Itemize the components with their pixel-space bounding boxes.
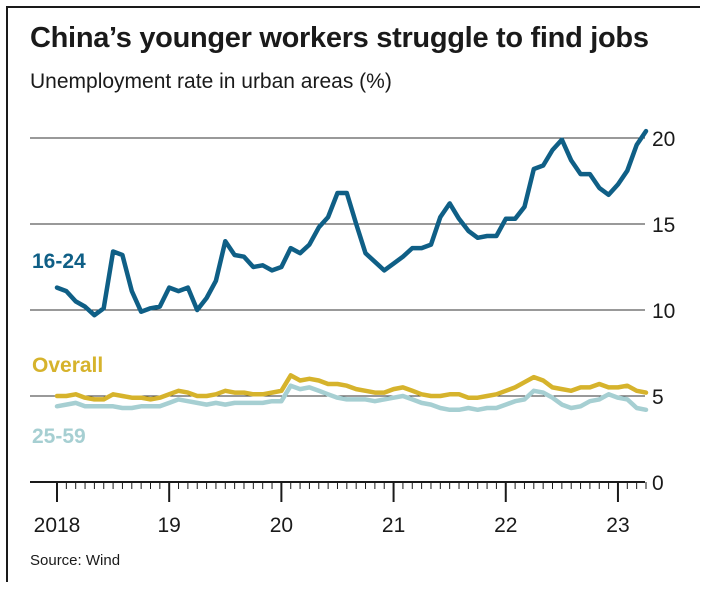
series-label-25-59: 25-59	[32, 425, 86, 448]
x-tick-label: 2018	[34, 514, 81, 537]
series-line-overall	[54, 373, 649, 402]
y-tick-label: 10	[652, 300, 675, 323]
y-tick-label: 20	[652, 128, 675, 151]
chart-subtitle: Unemployment rate in urban areas (%)	[30, 70, 392, 93]
chart-frame	[6, 6, 700, 582]
series-line-16-24	[54, 128, 649, 318]
series-labels: 16-24 Overall 25-59	[32, 250, 103, 448]
y-tick-label: 5	[652, 386, 664, 409]
x-axis-labels: 2018 19 20 21 22 23	[34, 514, 630, 537]
series-label-16-24: 16-24	[32, 250, 86, 273]
y-tick-label: 15	[652, 214, 675, 237]
x-axis	[30, 481, 647, 502]
grid-lines	[30, 137, 645, 397]
y-tick-label: 0	[652, 472, 664, 495]
x-tick-label: 19	[158, 514, 181, 537]
series-lines	[54, 128, 649, 413]
x-tick-label: 20	[270, 514, 293, 537]
y-axis-labels: 0 5 10 15 20	[652, 128, 675, 495]
x-tick-label: 21	[382, 514, 405, 537]
x-tick-label: 23	[606, 514, 629, 537]
series-label-overall: Overall	[32, 354, 103, 377]
series-line-25-59	[54, 383, 649, 413]
x-tick-label: 22	[494, 514, 517, 537]
source-note: Source: Wind	[30, 552, 121, 569]
chart-title: China’s younger workers struggle to find…	[30, 22, 649, 54]
